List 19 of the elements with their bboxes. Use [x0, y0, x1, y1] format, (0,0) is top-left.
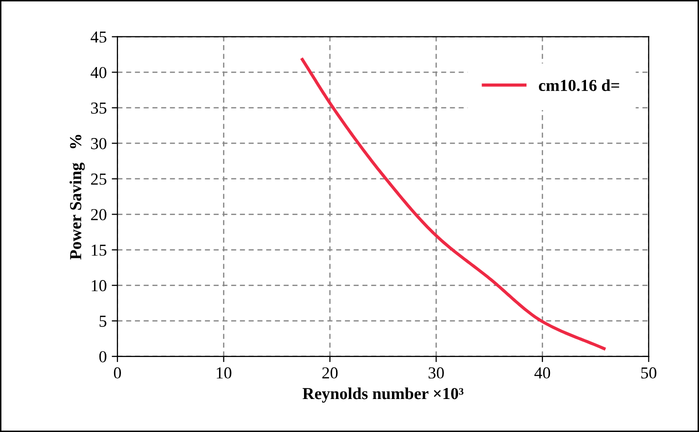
y-tick-label: 35: [91, 102, 106, 114]
x-tick-label: 40: [534, 367, 550, 379]
y-tick-label: 15: [92, 244, 106, 256]
y-tick-label: 5: [100, 316, 106, 327]
y-axis-title: Power Saving %: [70, 134, 85, 260]
y-tick-label: 20: [91, 209, 106, 220]
x-tick-label: 10: [216, 367, 232, 379]
y-tick-label: 10: [92, 280, 106, 292]
x-tick-label: 30: [428, 367, 444, 379]
x-axis-title: Reynolds number ×10³: [302, 387, 464, 403]
x-tick-label: 50: [641, 367, 656, 379]
y-tick-label: 30: [91, 138, 106, 150]
legend-label: cm10.16 d=: [538, 79, 620, 92]
x-tick-label: 20: [322, 367, 338, 379]
x-tick-label: 0: [114, 367, 121, 379]
y-tick-label: 45: [90, 32, 106, 43]
y-tick-label: 40: [90, 66, 106, 78]
y-tick-label: 25: [91, 174, 106, 185]
y-tick-label: 0: [99, 351, 106, 362]
